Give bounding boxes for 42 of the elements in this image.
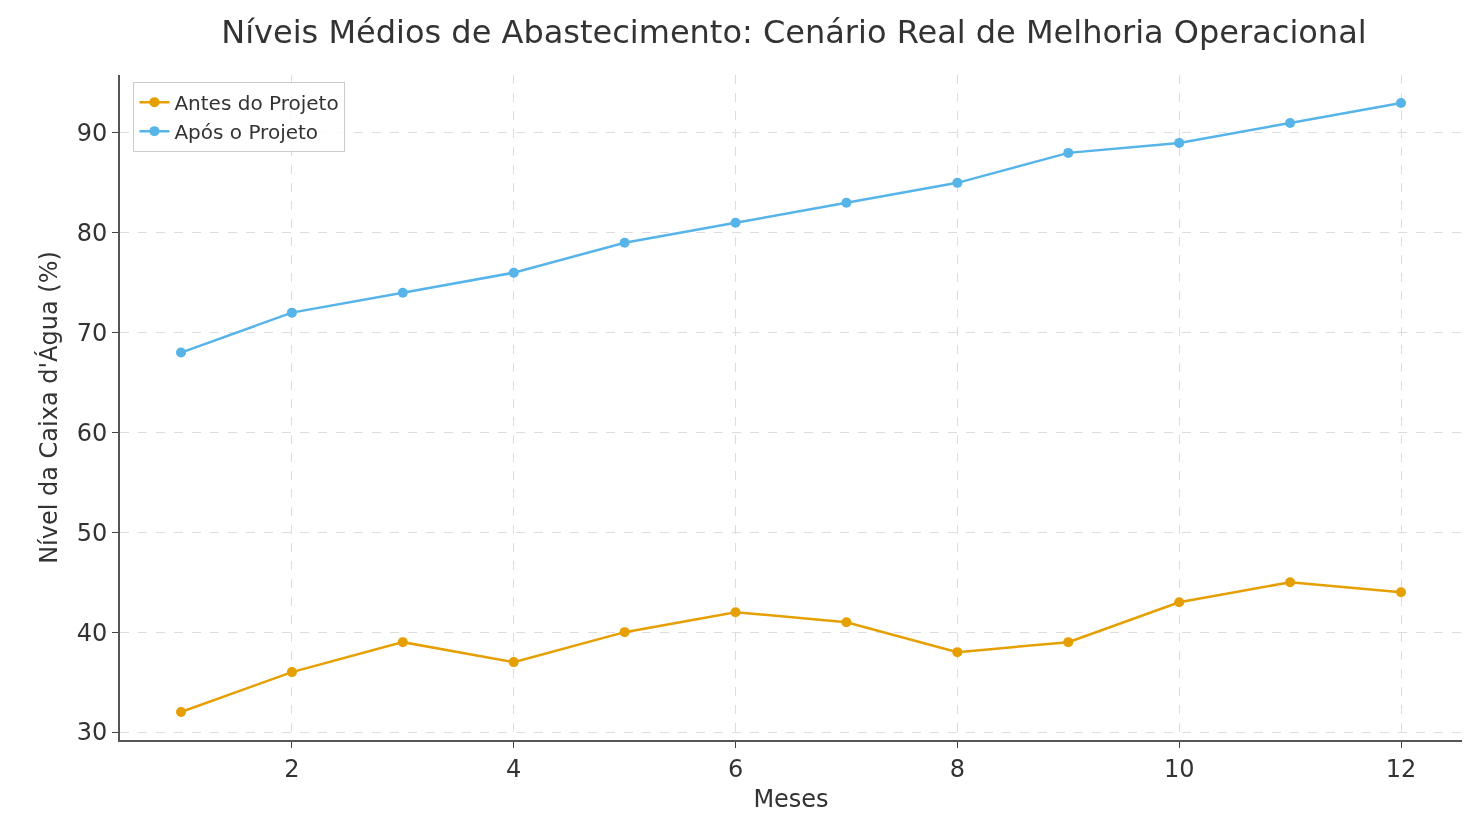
point <box>176 707 186 718</box>
point <box>841 617 852 628</box>
y-tick-label: 30 <box>76 718 108 747</box>
point <box>1174 137 1185 148</box>
point <box>952 647 963 658</box>
x-tick-label: 2 <box>284 754 300 783</box>
y-tick-label: 80 <box>76 219 108 248</box>
y-tick-label: 50 <box>76 518 108 547</box>
y-tick-label: 40 <box>76 618 108 647</box>
point <box>176 347 186 358</box>
x-axis-title: Meses <box>753 784 829 813</box>
point <box>841 197 852 208</box>
y-axis-title: Nível da Caixa d'Água (%) <box>34 251 64 564</box>
point <box>1063 147 1074 158</box>
point <box>286 307 297 318</box>
y-tick-label: 60 <box>76 418 108 447</box>
point <box>1174 597 1185 608</box>
x-tick-label: 10 <box>1163 754 1195 783</box>
point <box>619 237 630 248</box>
legend-label: Após o Projeto <box>174 119 319 144</box>
point <box>730 607 741 618</box>
x-tick-label: 4 <box>506 754 522 783</box>
point <box>1285 117 1296 128</box>
point <box>619 627 630 638</box>
legend-label: Antes do Projeto <box>174 90 339 115</box>
point <box>1396 587 1406 598</box>
point <box>286 667 297 678</box>
point <box>952 177 963 188</box>
x-tick-label: 12 <box>1385 754 1417 783</box>
point <box>397 287 408 298</box>
point <box>1063 637 1074 648</box>
chart-title: Níveis Médios de Abastecimento: Cenário Real de Melhoria Operacional <box>221 12 1367 51</box>
point <box>1285 577 1296 588</box>
y-tick-label: 90 <box>76 119 108 148</box>
point <box>1396 97 1406 108</box>
point <box>508 657 519 668</box>
x-tick-label: 6 <box>727 754 744 783</box>
x-tick-label: 8 <box>949 754 965 783</box>
point <box>508 267 519 278</box>
point <box>397 637 408 648</box>
point <box>730 217 741 228</box>
y-tick-label: 70 <box>76 319 108 348</box>
